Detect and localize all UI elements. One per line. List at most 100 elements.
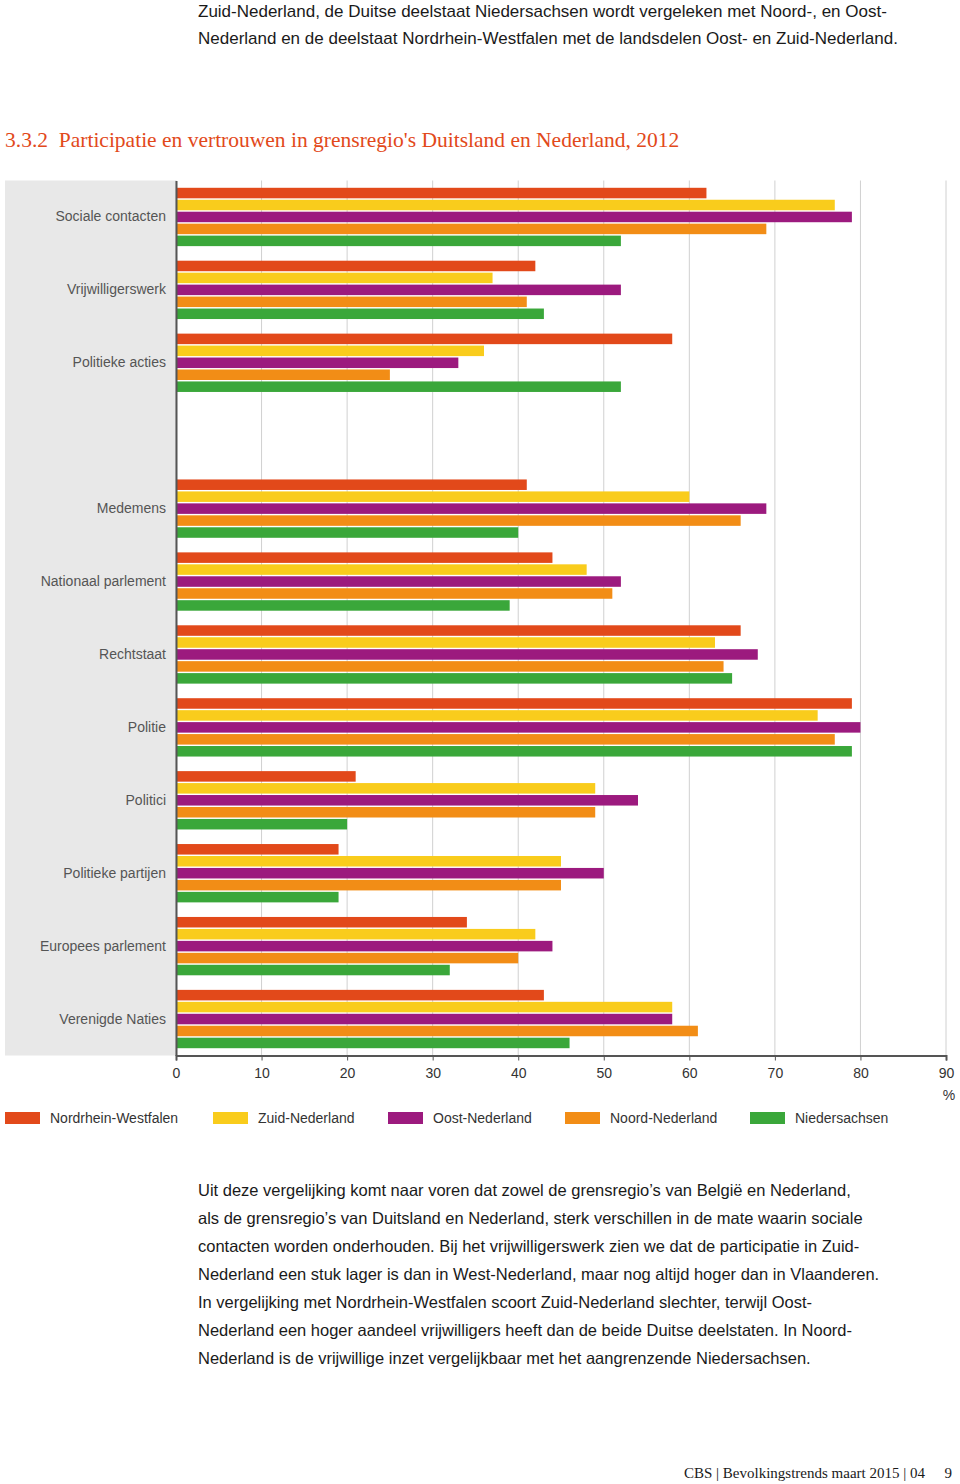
x-tick: 0 bbox=[173, 1056, 181, 1082]
bar bbox=[176, 625, 741, 636]
body-line: Nederland is de vrijwillige inzet vergel… bbox=[198, 1349, 811, 1367]
y-axis: Sociale contacten Vrijwilligerswerk Politi… bbox=[40, 181, 177, 1056]
bar bbox=[176, 309, 544, 320]
x-tick-label: 20 bbox=[340, 1065, 356, 1081]
page: Zuid-Nederland, de Duitse deelstaat Nied… bbox=[0, 0, 960, 1484]
x-tick-label: 40 bbox=[511, 1065, 527, 1081]
x-tick-mark bbox=[433, 1056, 434, 1061]
bar bbox=[176, 795, 638, 806]
body-line: contacten worden onderhouden. Bij het vr… bbox=[198, 1237, 859, 1255]
bar bbox=[176, 673, 732, 684]
body-line: Uit deze vergelijking komt naar voren da… bbox=[198, 1181, 851, 1199]
bar bbox=[176, 746, 852, 757]
legend-label: Noord-Nederland bbox=[610, 1110, 717, 1126]
bar bbox=[176, 807, 595, 818]
grid bbox=[176, 181, 946, 1056]
bar bbox=[176, 1026, 698, 1037]
bar bbox=[176, 917, 467, 928]
y-tick: Sociale contacten bbox=[55, 208, 176, 224]
bar bbox=[176, 346, 484, 357]
header-line: Zuid-Nederland, de Duitse deelstaat Nied… bbox=[198, 2, 887, 21]
y-tick-label: Verenigde Naties bbox=[59, 1011, 166, 1027]
bar bbox=[176, 1002, 672, 1013]
bar bbox=[176, 661, 724, 672]
bar bbox=[176, 819, 347, 830]
x-tick: 60 bbox=[682, 1056, 698, 1082]
x-tick-label: 90 bbox=[939, 1065, 955, 1081]
legend-swatch bbox=[5, 1112, 40, 1124]
bar bbox=[176, 734, 835, 745]
bar bbox=[176, 212, 852, 223]
y-tick: Rechtstaat bbox=[99, 646, 176, 662]
legend-label: Niedersachsen bbox=[795, 1110, 888, 1126]
bar bbox=[176, 527, 518, 538]
y-tick: Europees parlement bbox=[40, 938, 176, 954]
x-tick-mark bbox=[775, 1056, 776, 1061]
y-tick-label: Europees parlement bbox=[40, 938, 166, 954]
bar bbox=[176, 649, 758, 660]
bar bbox=[176, 273, 493, 284]
grid-line bbox=[603, 181, 604, 1056]
x-tick-label: 0 bbox=[173, 1065, 181, 1081]
legend-label: Zuid-Nederland bbox=[258, 1110, 355, 1126]
bar bbox=[176, 880, 561, 891]
x-tick: 20 bbox=[340, 1056, 356, 1082]
y-tick-label: Politici bbox=[126, 792, 166, 808]
bar bbox=[176, 953, 518, 964]
bar bbox=[176, 783, 595, 794]
bar bbox=[176, 334, 672, 345]
label-panel bbox=[5, 181, 176, 1056]
y-tick-label: Rechtstaat bbox=[99, 646, 166, 662]
y-tick: Politie bbox=[128, 719, 176, 735]
header-line: Nederland en de deelstaat Nordrhein-West… bbox=[198, 29, 898, 48]
bar bbox=[176, 698, 852, 709]
x-tick-label: 50 bbox=[596, 1065, 612, 1081]
bar bbox=[176, 710, 818, 721]
bar bbox=[176, 369, 390, 380]
bar bbox=[176, 965, 450, 976]
grid-line bbox=[176, 181, 177, 1056]
x-tick: 40 bbox=[511, 1056, 527, 1082]
x-tick-mark bbox=[347, 1056, 348, 1061]
bar bbox=[176, 941, 552, 952]
y-tick-label: Politieke acties bbox=[73, 354, 166, 370]
x-tick-mark bbox=[604, 1056, 605, 1061]
bar bbox=[176, 564, 587, 575]
body-text: Uit deze vergelijking komt naar voren da… bbox=[198, 1181, 879, 1367]
bar bbox=[176, 261, 535, 272]
bar bbox=[176, 929, 535, 940]
bar bbox=[176, 600, 510, 611]
legend: Nordrhein-WestfalenZuid-NederlandOost-Ne… bbox=[5, 1110, 888, 1126]
bar bbox=[176, 224, 766, 235]
y-tick: Politici bbox=[126, 792, 176, 808]
legend-swatch bbox=[213, 1112, 248, 1124]
bar bbox=[176, 285, 621, 296]
bar bbox=[176, 491, 689, 502]
y-tick: Verenigde Naties bbox=[59, 1011, 176, 1027]
x-axis-label: % bbox=[943, 1087, 955, 1103]
bar bbox=[176, 236, 621, 247]
x-tick-label: 60 bbox=[682, 1065, 698, 1081]
series bbox=[176, 236, 852, 1049]
bar bbox=[176, 868, 604, 879]
footer-text: CBS | Bevolkingstrends maart 2015 | 04 bbox=[684, 1465, 925, 1481]
bar bbox=[176, 200, 835, 211]
y-tick-label: Politie bbox=[128, 719, 166, 735]
x-tick-mark bbox=[689, 1056, 690, 1061]
bar bbox=[176, 479, 527, 490]
series bbox=[176, 188, 852, 1001]
bar bbox=[176, 552, 552, 563]
bar bbox=[176, 297, 527, 308]
y-tick-label: Vrijwilligerswerk bbox=[67, 281, 167, 297]
body-line: In vergelijking met Nordrhein-Westfalen … bbox=[198, 1293, 812, 1311]
legend-label: Oost-Nederland bbox=[433, 1110, 532, 1126]
x-axis: 0102030405060708090 bbox=[173, 1056, 955, 1082]
y-tick-label: Sociale contacten bbox=[55, 208, 166, 224]
y-tick: Politieke partijen bbox=[63, 865, 176, 881]
y-tick-label: Medemens bbox=[97, 500, 166, 516]
bar bbox=[176, 381, 621, 392]
bar bbox=[176, 503, 766, 514]
bar bbox=[176, 358, 458, 369]
y-tick: Vrijwilligerswerk bbox=[67, 281, 176, 297]
chart-title: 3.3.2 Participatie en vertrouwen in gren… bbox=[5, 128, 679, 152]
